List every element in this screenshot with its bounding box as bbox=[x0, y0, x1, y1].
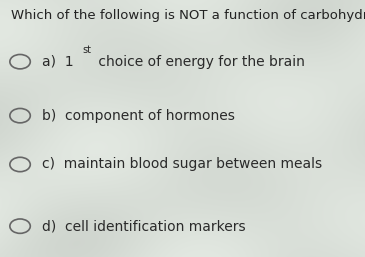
Text: st: st bbox=[83, 45, 92, 55]
Text: a)  1: a) 1 bbox=[42, 55, 74, 69]
Text: c)  maintain blood sugar between meals: c) maintain blood sugar between meals bbox=[42, 158, 322, 171]
Text: Which of the following is NOT a function of carbohydrates?: Which of the following is NOT a function… bbox=[11, 9, 365, 22]
Text: choice of energy for the brain: choice of energy for the brain bbox=[95, 55, 305, 69]
Text: b)  component of hormones: b) component of hormones bbox=[42, 109, 235, 123]
Text: d)  cell identification markers: d) cell identification markers bbox=[42, 219, 246, 233]
